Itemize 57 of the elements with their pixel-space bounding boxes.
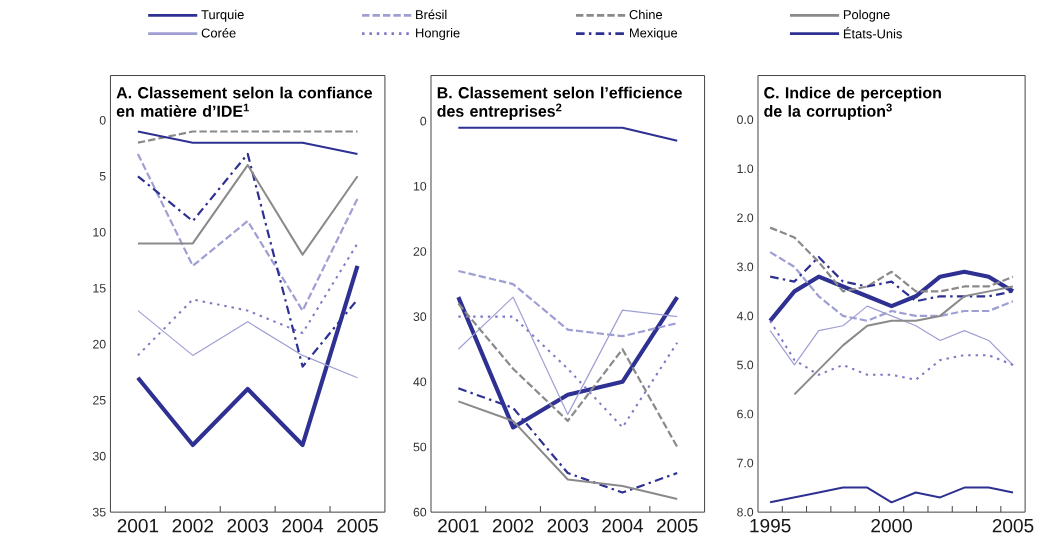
x-tick-label: 2005 [657, 518, 698, 533]
legend-label: Brésil [416, 9, 447, 20]
line-series [137, 310, 359, 379]
x-tick-label: 2005 [992, 518, 1034, 533]
y-tick-label: 15 [93, 283, 106, 293]
x-tick-label: 2004 [602, 518, 644, 533]
legend-label: Hongrie [416, 28, 460, 41]
y-tick-label: 35 [92, 507, 106, 517]
x-tick-label: 2003 [547, 518, 589, 533]
text: C. Indice de perception de la corruption$^{3}$ [764, 86, 941, 121]
legend-label: Mexique [630, 28, 678, 41]
line-series [457, 302, 679, 449]
line-series [136, 242, 359, 357]
line-series [136, 152, 359, 312]
text: A. Classement selon la confiance en matière d’IDE$^{1}$ [116, 86, 373, 117]
y-tick-label: 30 [92, 451, 106, 461]
y-tick-label: 30 [413, 312, 427, 322]
y-tick-label: 0 [420, 116, 427, 126]
y-tick-label: 20 [413, 247, 427, 256]
x-tick-label: 2002 [172, 518, 213, 533]
text: B. Classement selon l’efficience des entreprises$^{2}$ [437, 86, 682, 121]
y-tick-label: 6.0 [737, 409, 754, 419]
x-tick-label: 2005 [337, 518, 378, 533]
y-tick-label: 0.0 [737, 115, 754, 125]
y-tick-label: 10 [413, 182, 427, 191]
line-series [457, 400, 679, 501]
x-tick-label: 1995 [750, 518, 791, 533]
legend-label: Corée [201, 27, 236, 38]
y-tick-label: 2.0 [737, 213, 754, 223]
y-tick-label: 50 [413, 442, 427, 452]
x-tick-label: 2002 [492, 518, 534, 533]
y-tick-label: 60 [413, 507, 427, 517]
legend-label: Pologne [843, 9, 890, 22]
x-tick-label: 2000 [871, 518, 912, 533]
legend-label: Turquie [201, 9, 244, 22]
x-tick-label: 2004 [282, 518, 324, 533]
y-tick-label: 0 [99, 116, 106, 125]
y-tick-label: 25 [93, 395, 106, 405]
line-series [457, 315, 679, 429]
y-tick-label: 5 [99, 172, 106, 181]
y-tick-label: 8.0 [737, 507, 754, 517]
x-tick-label: 2001 [117, 518, 159, 533]
y-tick-label: 7.0 [737, 458, 754, 468]
y-tick-label: 1.0 [737, 164, 754, 174]
y-tick-label: 10 [93, 227, 106, 237]
y-tick-label: 5.0 [737, 360, 754, 370]
legend-label: Chine [629, 9, 663, 20]
y-tick-label: 40 [413, 377, 427, 387]
legend-label: États-Unis [843, 27, 902, 39]
x-tick-label: 2003 [227, 518, 269, 533]
line-series [769, 226, 1015, 293]
line-series [136, 164, 359, 256]
y-tick-label: 20 [93, 339, 106, 349]
line-series [769, 319, 1014, 381]
y-tick-label: 3.0 [737, 262, 754, 272]
y-tick-label: 4.0 [736, 311, 754, 321]
x-tick-label: 2001 [438, 518, 479, 533]
